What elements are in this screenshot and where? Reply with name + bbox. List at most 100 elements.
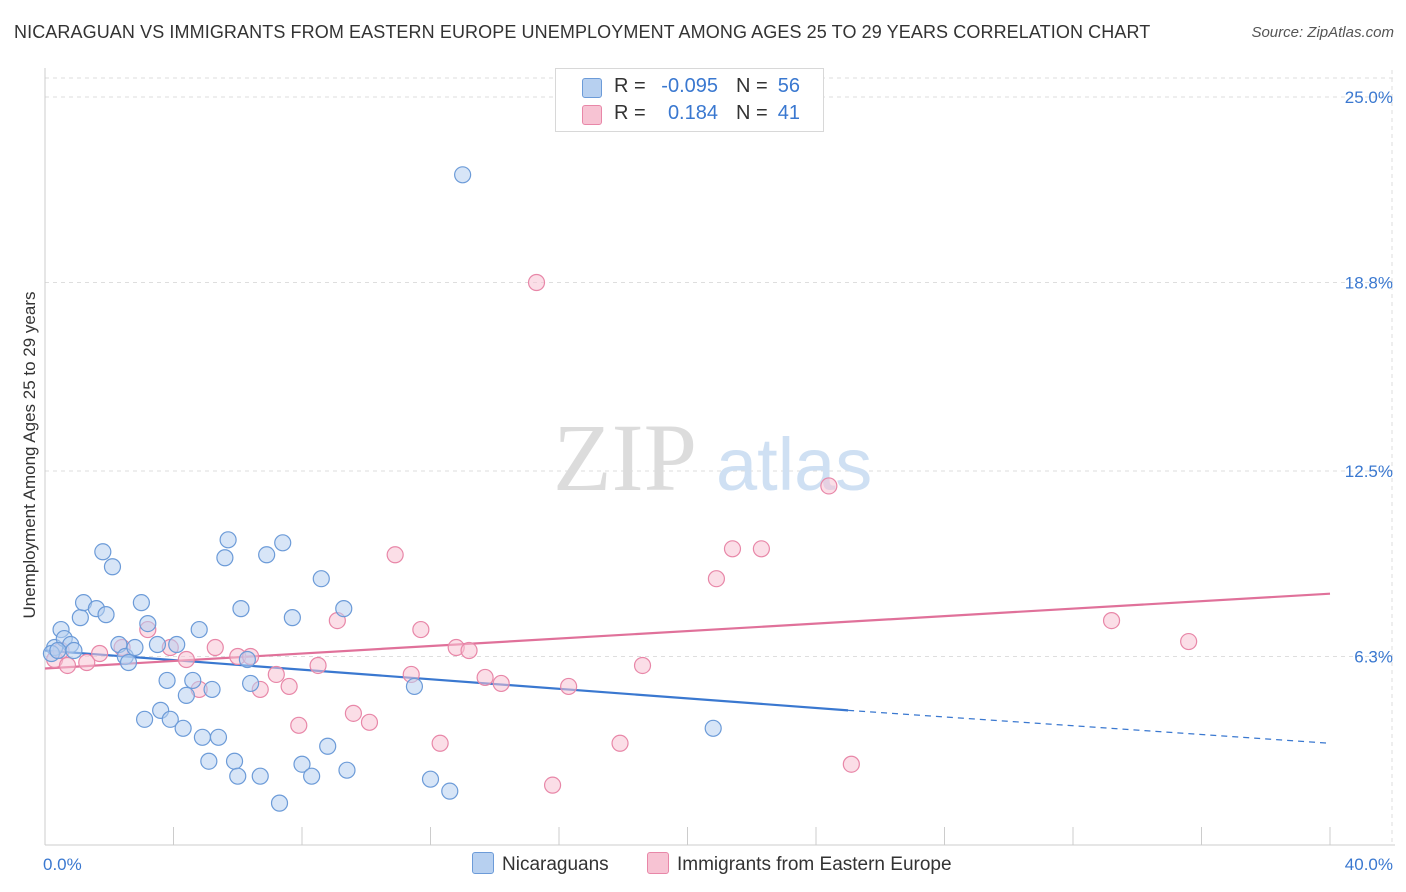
- data-point-nicaraguans: [335, 600, 353, 618]
- data-point-eastern-europe: [560, 677, 578, 696]
- data-point-nicaraguans: [119, 653, 138, 672]
- y-axis-label: Unemployment Among Ages 25 to 29 years: [20, 291, 39, 619]
- legend-n-value: 41: [777, 102, 800, 124]
- data-point-eastern-europe: [360, 713, 379, 731]
- legend-item-nicaraguans: Nicaraguans: [472, 852, 609, 876]
- data-point-nicaraguans: [216, 549, 234, 567]
- data-point-nicaraguans: [203, 680, 221, 699]
- data-point-eastern-europe: [78, 653, 96, 672]
- data-point-eastern-europe: [633, 656, 652, 675]
- data-point-eastern-europe: [543, 776, 562, 794]
- data-point-nicaraguans: [303, 767, 321, 785]
- data-point-eastern-europe: [527, 273, 546, 292]
- data-point-eastern-europe: [58, 656, 77, 675]
- legend-row-eastern-europe: R = 0.184 N = 41: [556, 101, 823, 127]
- data-point-eastern-europe: [707, 570, 726, 588]
- data-point-nicaraguans: [158, 671, 176, 690]
- data-point-eastern-europe: [412, 620, 430, 639]
- legend-swatch-pink: [647, 852, 669, 874]
- data-point-nicaraguans: [229, 767, 247, 785]
- data-point-eastern-europe: [842, 755, 860, 773]
- data-point-eastern-europe: [344, 704, 362, 722]
- data-point-nicaraguans: [312, 570, 330, 588]
- x-tick-label: 40.0%: [1345, 855, 1393, 874]
- data-point-nicaraguans: [193, 728, 212, 746]
- data-point-eastern-europe: [431, 734, 449, 752]
- legend-item-eastern-europe: Immigrants from Eastern Europe: [647, 852, 952, 876]
- data-point-nicaraguans: [232, 600, 250, 618]
- data-point-eastern-europe: [723, 540, 742, 558]
- legend-swatch-blue: [472, 852, 494, 874]
- legend-r-value: 0.184: [667, 102, 718, 124]
- data-point-eastern-europe: [177, 650, 195, 669]
- axes: [44, 68, 1395, 846]
- data-point-nicaraguans: [238, 650, 256, 669]
- data-point-nicaraguans: [200, 752, 218, 770]
- data-point-nicaraguans: [190, 620, 208, 639]
- data-point-nicaraguans: [454, 166, 472, 184]
- data-point-nicaraguans: [126, 638, 144, 657]
- data-point-nicaraguans: [139, 614, 157, 633]
- data-point-nicaraguans: [71, 609, 89, 627]
- data-point-nicaraguans: [441, 782, 459, 800]
- watermark-zip: ZIP: [553, 404, 697, 511]
- data-point-nicaraguans: [135, 710, 154, 728]
- data-point-eastern-europe: [460, 641, 478, 660]
- data-point-eastern-europe: [267, 665, 285, 684]
- data-point-eastern-europe: [1102, 611, 1121, 630]
- trend-line-extension: [848, 709, 1331, 744]
- data-point-eastern-europe: [611, 734, 629, 752]
- correlation-legend: R = -0.095 N = 56 R = 0.184 N = 41: [555, 68, 824, 132]
- data-point-nicaraguans: [338, 761, 356, 779]
- legend-swatch-pink: [582, 105, 602, 125]
- data-point-nicaraguans: [168, 635, 186, 654]
- tick-labels: 6.3% 12.5% 18.8% 25.0% 0.0% 40.0%: [43, 88, 1393, 874]
- data-point-eastern-europe: [91, 644, 109, 663]
- legend-r-value: -0.095: [661, 75, 718, 97]
- data-point-nicaraguans: [219, 531, 237, 549]
- legend-swatch-blue: [582, 78, 602, 98]
- data-point-nicaraguans: [270, 794, 289, 812]
- data-points: [42, 166, 1198, 812]
- source-label: Source: ZipAtlas.com: [1251, 24, 1394, 41]
- data-point-eastern-europe: [752, 540, 770, 558]
- y-tick-label: 25.0%: [1345, 88, 1393, 107]
- data-point-nicaraguans: [293, 755, 311, 773]
- data-point-nicaraguans: [242, 674, 260, 693]
- data-point-eastern-europe: [280, 677, 298, 696]
- data-point-eastern-europe: [820, 477, 838, 495]
- watermark-atlas: atlas: [716, 423, 872, 506]
- data-point-eastern-europe: [476, 668, 494, 687]
- legend-n-value: 56: [777, 75, 800, 97]
- chart-title: NICARAGUAN VS IMMIGRANTS FROM EASTERN EU…: [14, 22, 1151, 42]
- data-point-nicaraguans: [283, 609, 301, 627]
- data-point-eastern-europe: [1180, 632, 1198, 651]
- legend-n-label: N =: [736, 102, 768, 124]
- data-point-nicaraguans: [405, 677, 424, 696]
- data-point-nicaraguans: [49, 641, 67, 660]
- y-tick-label: 6.3%: [1354, 648, 1393, 667]
- data-point-nicaraguans: [319, 737, 337, 755]
- data-point-nicaraguans: [103, 558, 122, 576]
- data-point-nicaraguans: [274, 534, 292, 552]
- data-point-eastern-europe: [309, 656, 327, 675]
- data-point-nicaraguans: [258, 546, 276, 564]
- y-tick-label: 12.5%: [1345, 462, 1393, 481]
- data-point-nicaraguans: [97, 606, 115, 624]
- data-point-nicaraguans: [251, 767, 269, 785]
- legend-label: Immigrants from Eastern Europe: [677, 854, 952, 875]
- watermark: ZIP atlas: [553, 404, 872, 511]
- data-point-nicaraguans: [177, 686, 195, 705]
- legend-r-label: R =: [614, 75, 646, 97]
- data-point-nicaraguans: [421, 770, 440, 788]
- data-point-nicaraguans: [132, 594, 150, 612]
- legend-row-nicaraguans: R = -0.095 N = 56: [556, 74, 823, 100]
- data-point-eastern-europe: [386, 546, 404, 564]
- x-tick-label: 0.0%: [43, 855, 82, 874]
- data-point-eastern-europe: [206, 638, 224, 657]
- data-point-eastern-europe: [492, 674, 510, 693]
- data-point-nicaraguans: [184, 671, 202, 690]
- data-point-nicaraguans: [704, 719, 722, 737]
- data-point-nicaraguans: [148, 635, 167, 654]
- data-point-eastern-europe: [290, 716, 308, 734]
